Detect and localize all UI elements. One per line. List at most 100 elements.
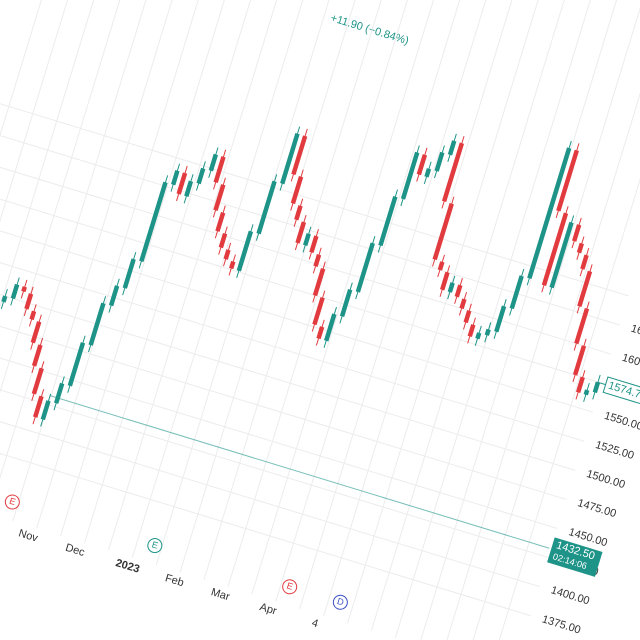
candle-body [572, 345, 587, 376]
candle-body [122, 258, 136, 289]
grid-line-v [227, 0, 440, 587]
event-label: E [151, 539, 160, 550]
grid-line-v [0, 0, 153, 500]
grid-line [0, 245, 585, 442]
candle-body [475, 332, 482, 340]
grid-line-v [394, 0, 607, 639]
grid-line-v [466, 0, 640, 640]
candle-body [256, 180, 277, 235]
event-marker [147, 538, 163, 554]
event-label: E [8, 496, 17, 507]
candle-body [572, 224, 582, 242]
candle-body [291, 135, 308, 176]
candle-body [527, 147, 572, 279]
grid-line [0, 100, 629, 297]
candle-body [208, 153, 218, 172]
candle-body [459, 298, 467, 310]
grid-line [0, 158, 611, 355]
grid-line [0, 390, 540, 588]
candle-body [440, 271, 450, 291]
candle-body [549, 221, 574, 289]
candle-body [574, 307, 590, 345]
candle-body [215, 212, 226, 232]
candle-body [108, 285, 120, 307]
candle-body [400, 151, 420, 200]
candle-body [432, 203, 454, 261]
candle-body [576, 242, 584, 254]
candle-body [454, 284, 463, 298]
grid-line [0, 361, 549, 559]
x-tick-label: Mar [209, 586, 231, 603]
last-price-line [597, 381, 606, 386]
grid-line-v [36, 0, 249, 529]
candle-body [30, 321, 42, 344]
candle-body [139, 181, 168, 263]
grid-line-v [370, 0, 584, 631]
candle-body [355, 242, 375, 293]
x-tick-label: Apr [258, 601, 278, 618]
candle-body [437, 261, 445, 271]
candle-body [463, 310, 472, 324]
candle-body [441, 142, 465, 203]
y-tick-label: 1625.00 [629, 323, 640, 346]
candle-body [313, 254, 322, 267]
candle-body [236, 230, 254, 272]
candle-body [213, 184, 226, 211]
candle-body [447, 140, 457, 156]
grid-line-v [131, 0, 344, 558]
candle-body [176, 172, 188, 195]
candle-body [31, 344, 43, 367]
x-tick-label: Feb [164, 572, 186, 589]
candle-body [541, 212, 569, 286]
candle-body [580, 254, 589, 270]
grid-line-v [299, 0, 512, 609]
candle-body [447, 282, 455, 293]
candle-body [67, 342, 86, 387]
event-label: E [286, 581, 295, 592]
grid-line-v [418, 0, 631, 640]
candle-body [280, 132, 300, 185]
grid-line-v [179, 0, 392, 573]
candle-body [24, 293, 34, 310]
candle-body [303, 233, 311, 247]
candle-body [40, 400, 51, 421]
y-tick-label: 1650.00 [638, 294, 640, 317]
candle-body [21, 286, 27, 293]
candle-body [290, 176, 304, 205]
candle-body [31, 367, 44, 395]
candle-body [229, 260, 236, 270]
candle-body [312, 297, 325, 326]
grid-line-v [0, 0, 177, 507]
candle-body [378, 195, 398, 247]
grid-line-v [0, 0, 201, 514]
grid-line [0, 419, 531, 617]
candle-body [316, 326, 325, 340]
candle-body [434, 151, 445, 172]
grid-line-v [60, 0, 273, 536]
candle-body [10, 283, 20, 300]
candle-body [575, 376, 585, 394]
event-label: D [336, 596, 346, 608]
candle-body [339, 288, 353, 318]
candle-body [184, 180, 194, 197]
candle-body [196, 167, 206, 185]
grid-line-v [251, 0, 464, 595]
candle-body [218, 232, 228, 249]
event-marker [282, 579, 298, 595]
candle-body [509, 275, 524, 310]
candle-body [312, 268, 326, 297]
grid-line [0, 332, 558, 529]
candle-body [295, 221, 307, 244]
candle-body [324, 313, 337, 342]
grid-line [0, 187, 603, 384]
grid-line-v [323, 0, 536, 617]
price-line [49, 395, 550, 549]
candle-body [484, 328, 491, 336]
candle-body [32, 395, 44, 418]
price-line-box [547, 537, 603, 577]
grid-line [0, 274, 576, 471]
candle-body [577, 270, 593, 307]
candle-body [213, 156, 226, 184]
candle-body [171, 170, 180, 186]
